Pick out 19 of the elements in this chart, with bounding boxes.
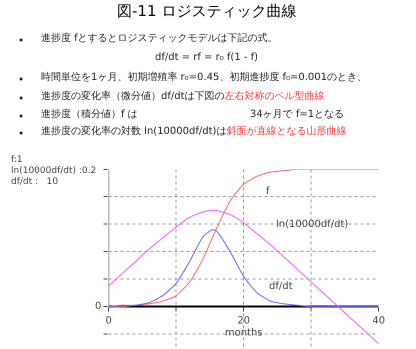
text: f:1 [11, 155, 23, 165]
text: 時間単位を1ヶ月、初期増殖率 r₀=0.45、初期進捗度 f₀=0.001のとき、 [41, 71, 368, 83]
text: 進捗度 fとするとロジスティックモデルは下記の式。 [41, 32, 278, 44]
x-axis-title: months [224, 327, 263, 338]
text: 34ヶ月で f=1となる [250, 109, 344, 120]
series-label: ln(10000df/dt) [276, 219, 348, 230]
text: ln(10000df/dt) :0.2 [11, 166, 96, 176]
text: df/dt : 10 [11, 177, 58, 187]
text: df/dt = rf = r₀ f(1 - f) [155, 52, 258, 63]
text: 0 [95, 301, 102, 312]
text: 進捗度（積分値）f は [41, 108, 138, 120]
chart-title: 図-11 ロジスティック曲線 [117, 2, 296, 20]
text: 斜面が直線となる山形曲線 [226, 125, 346, 137]
series-label: f [266, 186, 270, 197]
x-tick-label: 0 [105, 315, 112, 326]
text: 左右対称のベル型曲線 [224, 90, 325, 102]
x-tick-label: 40 [372, 315, 386, 326]
series-label: df/dt [269, 281, 293, 292]
x-tick-label: 20 [237, 315, 250, 326]
